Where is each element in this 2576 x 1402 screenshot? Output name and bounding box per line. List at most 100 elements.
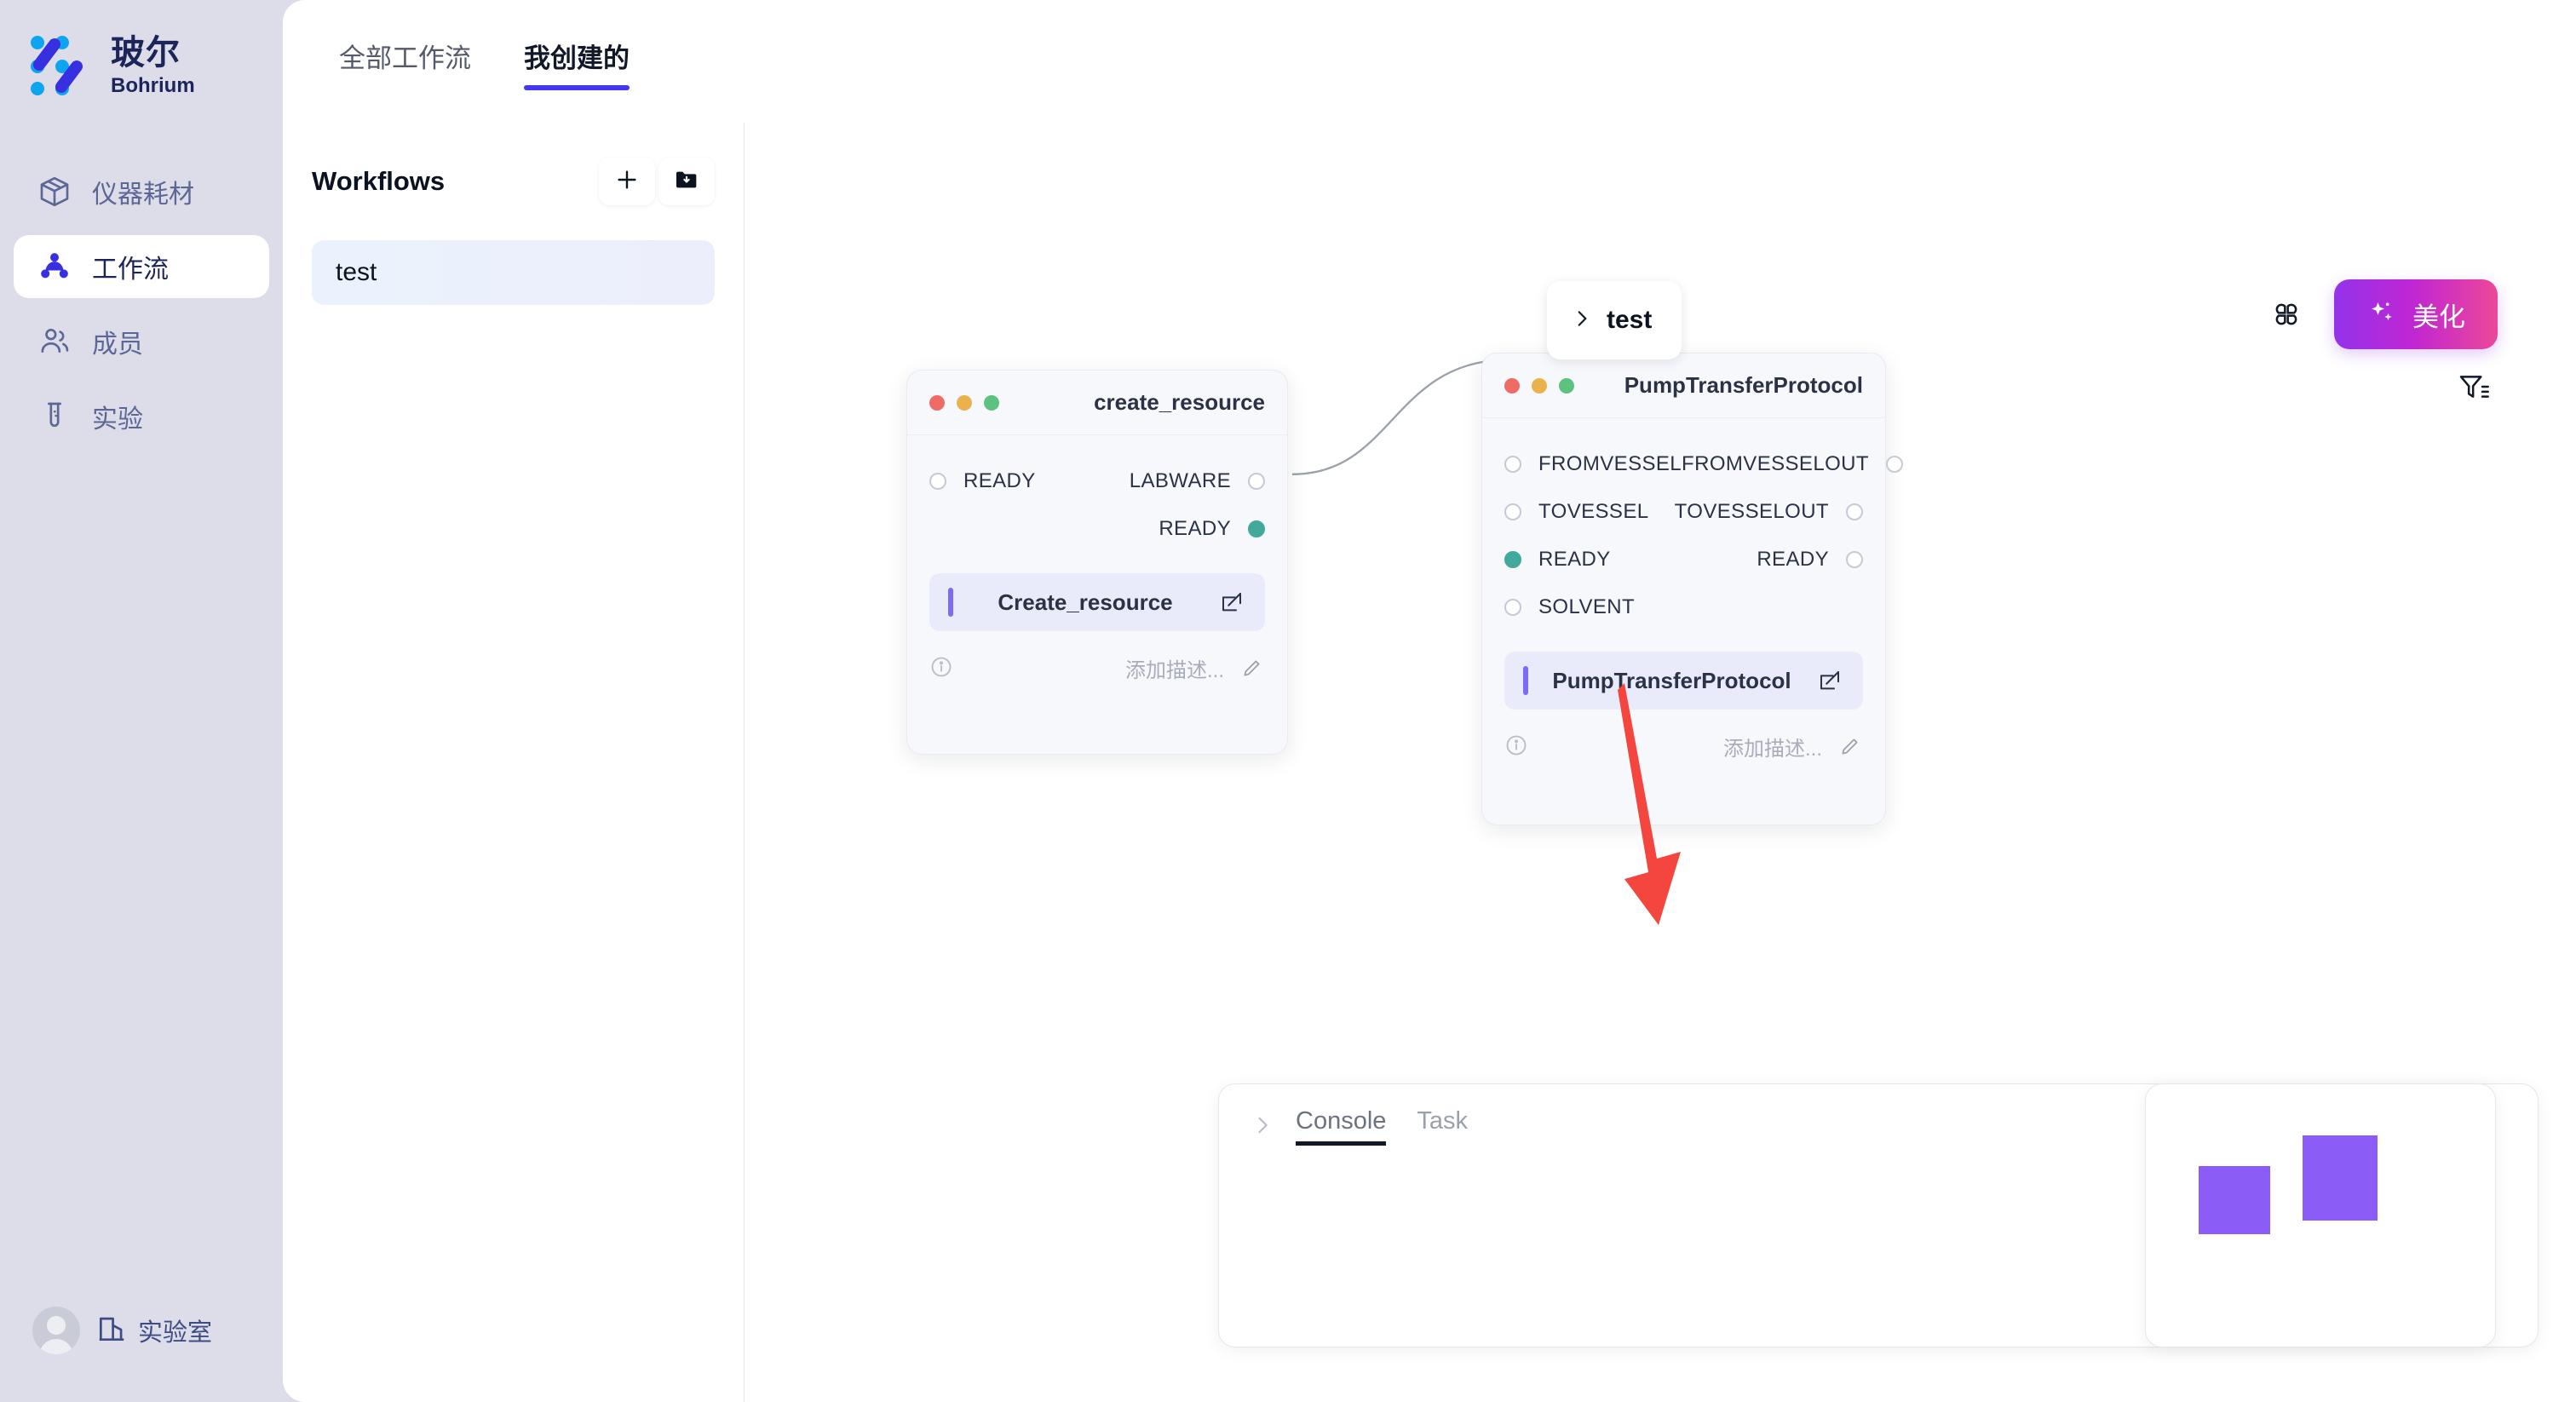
node-header: create_resource <box>907 371 1287 435</box>
port-dot-icon[interactable] <box>1504 551 1521 568</box>
port-dot-icon[interactable] <box>1504 599 1521 616</box>
node-title: create_resource <box>1094 389 1265 415</box>
import-workflow-button[interactable] <box>658 158 715 205</box>
input-port[interactable]: TOVESSEL <box>1504 500 1648 524</box>
port-dot-icon[interactable] <box>1504 456 1521 473</box>
user-avatar-icon[interactable] <box>32 1307 80 1354</box>
port-label: TOVESSELOUT <box>1674 500 1829 523</box>
breadcrumb[interactable]: test <box>1547 281 1682 359</box>
node-description-placeholder[interactable]: 添加描述... <box>1124 658 1224 682</box>
workflows-header: Workflows <box>312 147 715 216</box>
node-action-chip[interactable]: Create_resource <box>929 573 1265 631</box>
sidebar-item-label: 工作流 <box>92 256 169 284</box>
output-port[interactable]: FROMVESSELOUT <box>1682 452 1903 476</box>
port-dot-icon[interactable] <box>1248 473 1265 490</box>
input-port[interactable]: SOLVENT <box>1504 595 1635 619</box>
output-port[interactable]: LABWARE <box>1130 469 1265 493</box>
sidebar-item-experiment[interactable]: 实验 <box>14 385 269 448</box>
port-label: FROMVESSELOUT <box>1682 452 1869 475</box>
sidebar-item-label: 仪器耗材 <box>92 181 194 209</box>
input-port[interactable]: READY <box>1504 548 1611 572</box>
canvas-toolbar: 美化 <box>2268 279 2498 349</box>
output-port[interactable]: TOVESSELOUT <box>1675 500 1863 524</box>
close-dot-icon[interactable] <box>929 394 945 411</box>
tab-my-created[interactable]: 我创建的 <box>524 37 630 90</box>
node-action-chip[interactable]: PumpTransferProtocol <box>1504 652 1863 710</box>
edit-square-icon[interactable] <box>1217 588 1246 617</box>
filter-icon[interactable] <box>2457 370 2493 405</box>
tab-task[interactable]: Task <box>1417 1106 1469 1135</box>
window-dots <box>929 394 999 411</box>
sidebar-item-label: 成员 <box>92 330 143 359</box>
minimize-dot-icon[interactable] <box>1532 377 1547 394</box>
workflows-list: test <box>312 240 715 305</box>
port-dot-icon[interactable] <box>1504 503 1521 520</box>
pencil-icon[interactable] <box>1239 655 1265 681</box>
port-label: READY <box>1538 548 1611 571</box>
top-tabs: 全部工作流 我创建的 <box>283 0 2576 123</box>
four-squares-icon[interactable] <box>2268 296 2305 333</box>
port-dot-icon[interactable] <box>929 473 946 490</box>
maximize-dot-icon[interactable] <box>1559 377 1574 394</box>
tab-all-workflows[interactable]: 全部工作流 <box>339 43 471 73</box>
port-row: READY <box>907 505 1287 553</box>
node-ports: FROMVESSEL FROMVESSELOUT TOVESSEL <box>1482 418 1903 631</box>
node-pump-transfer-protocol[interactable]: PumpTransferProtocol FROMVESSEL FROMVESS… <box>1481 353 1903 825</box>
sidebar-item-workflow[interactable]: 工作流 <box>14 235 269 298</box>
minimap-panel[interactable] <box>2145 1083 2496 1347</box>
lab-switcher[interactable]: 实验室 <box>95 1313 212 1349</box>
close-dot-icon[interactable] <box>1504 377 1520 394</box>
plus-icon <box>613 166 641 198</box>
node-description-placeholder[interactable]: 添加描述... <box>1722 737 1822 761</box>
input-port[interactable]: READY <box>929 469 1036 493</box>
port-label: FROMVESSEL <box>1538 452 1682 475</box>
info-circle-icon[interactable] <box>929 655 955 681</box>
minimize-dot-icon[interactable] <box>957 394 972 411</box>
workflow-canvas[interactable]: test <box>745 123 2576 1402</box>
chevron-right-icon[interactable] <box>1248 1111 1277 1140</box>
input-port[interactable]: FROMVESSEL <box>1504 452 1682 476</box>
chip-label: PumpTransferProtocol <box>1552 667 1791 693</box>
info-circle-icon[interactable] <box>1504 733 1530 759</box>
minimap-node-rect <box>2199 1166 2270 1234</box>
port-label: READY <box>963 469 1036 492</box>
sidebar-item-members[interactable]: 成员 <box>14 310 269 373</box>
breadcrumb-label: test <box>1607 306 1653 334</box>
building-icon <box>95 1313 128 1349</box>
port-dot-icon[interactable] <box>1885 456 1903 473</box>
output-port[interactable]: READY <box>1757 548 1863 572</box>
brand[interactable]: 玻尔 Bohrium <box>0 0 283 99</box>
sidebar-item-label: 实验 <box>92 405 143 434</box>
port-dot-icon[interactable] <box>1846 551 1863 568</box>
body-row: Workflows <box>283 123 2576 1402</box>
port-dot-icon[interactable] <box>1248 520 1265 537</box>
list-item[interactable]: test <box>312 240 715 305</box>
port-dot-icon[interactable] <box>1846 503 1863 520</box>
port-label: READY <box>1159 517 1231 540</box>
pencil-icon[interactable] <box>1837 733 1863 759</box>
add-workflow-button[interactable] <box>599 158 655 205</box>
maximize-dot-icon[interactable] <box>984 394 999 411</box>
port-label: READY <box>1757 548 1829 571</box>
box-icon <box>36 173 73 210</box>
sidebar-item-instruments[interactable]: 仪器耗材 <box>14 160 269 223</box>
test-tube-icon <box>36 398 73 435</box>
workflow-people-icon <box>36 248 73 285</box>
workflows-actions <box>599 158 715 205</box>
output-port[interactable]: READY <box>1159 517 1265 541</box>
chip-label: Create_resource <box>998 589 1173 615</box>
node-ports: READY LABWARE READY <box>907 435 1287 553</box>
beautify-button[interactable]: 美化 <box>2334 279 2498 349</box>
port-row: TOVESSEL TOVESSELOUT <box>1482 488 1885 536</box>
port-label: TOVESSEL <box>1538 500 1649 523</box>
lab-label: 实验室 <box>138 1319 213 1347</box>
tab-console[interactable]: Console <box>1296 1107 1387 1146</box>
brand-name-cn: 玻尔 <box>111 33 181 72</box>
sparkles-icon <box>2366 297 2397 332</box>
sidebar: 玻尔 Bohrium 仪器耗材 <box>0 0 283 1402</box>
port-row: SOLVENT <box>1482 583 1885 631</box>
workflows-panel: Workflows <box>283 123 745 1402</box>
node-create-resource[interactable]: create_resource READY LABWARE <box>906 370 1288 755</box>
edit-square-icon[interactable] <box>1815 666 1844 695</box>
node-header: PumpTransferProtocol <box>1482 353 1885 418</box>
